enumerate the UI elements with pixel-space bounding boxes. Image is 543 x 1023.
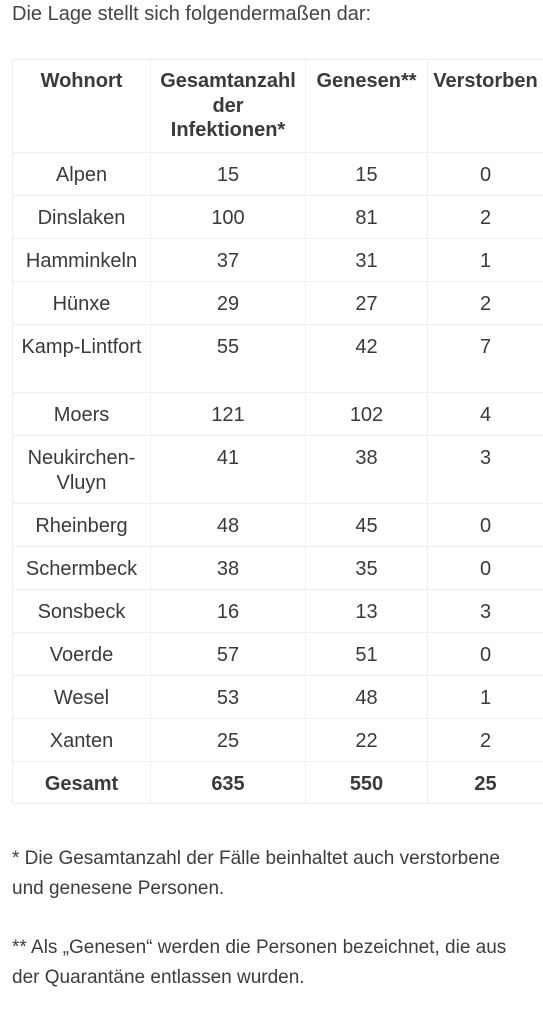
cell-genesen: 27 xyxy=(305,281,428,325)
cell-verstorben: 0 xyxy=(427,152,543,196)
cell-verstorben: 4 xyxy=(427,392,543,436)
cell-wohnort: Alpen xyxy=(12,152,151,196)
cell-gesamtanzahl: 121 xyxy=(150,392,306,436)
table-row: Rheinberg 48 45 0 xyxy=(12,503,543,547)
cell-wohnort: Kamp-Lintfort xyxy=(12,324,151,393)
total-label: Gesamt xyxy=(12,761,151,804)
cell-wohnort: Wesel xyxy=(12,675,151,719)
intro-text: Die Lage stellt sich folgendermaßen dar: xyxy=(12,3,372,25)
header-verstorben: Verstorben xyxy=(427,59,543,153)
cell-wohnort: Voerde xyxy=(12,632,151,676)
cell-gesamtanzahl: 53 xyxy=(150,675,306,719)
cell-wohnort: Sonsbeck xyxy=(12,589,151,633)
cell-verstorben: 1 xyxy=(427,238,543,282)
cell-gesamtanzahl: 55 xyxy=(150,324,306,393)
cell-verstorben: 3 xyxy=(427,435,543,504)
cell-verstorben: 7 xyxy=(427,324,543,393)
total-gesamtanzahl: 635 xyxy=(150,761,306,804)
cell-genesen: 31 xyxy=(305,238,428,282)
cell-genesen: 102 xyxy=(305,392,428,436)
footnote-gesamtanzahl: * Die Gesamtanzahl der Fälle beinhaltet … xyxy=(12,848,500,899)
cell-genesen: 81 xyxy=(305,195,428,239)
cell-verstorben: 1 xyxy=(427,675,543,719)
cell-gesamtanzahl: 29 xyxy=(150,281,306,325)
cell-genesen: 45 xyxy=(305,503,428,547)
cell-wohnort: Schermbeck xyxy=(12,546,151,590)
table-header-row: Wohnort Gesamtanzahl der Infektionen* Ge… xyxy=(12,59,543,153)
table-row: Wesel 53 48 1 xyxy=(12,675,543,719)
cell-wohnort: Dinslaken xyxy=(12,195,151,239)
cell-verstorben: 2 xyxy=(427,281,543,325)
cell-genesen: 13 xyxy=(305,589,428,633)
table-row: Xanten 25 22 2 xyxy=(12,718,543,762)
cell-genesen: 22 xyxy=(305,718,428,762)
table-row: Sonsbeck 16 13 3 xyxy=(12,589,543,633)
cell-gesamtanzahl: 37 xyxy=(150,238,306,282)
cell-wohnort: Neukirchen-Vluyn xyxy=(12,435,151,504)
table-row: Hamminkeln 37 31 1 xyxy=(12,238,543,282)
header-wohnort: Wohnort xyxy=(12,59,151,153)
total-verstorben: 25 xyxy=(427,761,543,804)
table-row: Alpen 15 15 0 xyxy=(12,152,543,196)
cell-verstorben: 3 xyxy=(427,589,543,633)
cell-wohnort: Hamminkeln xyxy=(12,238,151,282)
header-gesamtanzahl: Gesamtanzahl der Infektionen* xyxy=(150,59,306,153)
table-total-row: Gesamt 635 550 25 xyxy=(12,761,543,804)
cell-verstorben: 2 xyxy=(427,718,543,762)
table-row: Voerde 57 51 0 xyxy=(12,632,543,676)
cell-wohnort: Xanten xyxy=(12,718,151,762)
table-row: Dinslaken 100 81 2 xyxy=(12,195,543,239)
table-row: Kamp-Lintfort 55 42 7 xyxy=(12,324,543,393)
table-row: Schermbeck 38 35 0 xyxy=(12,546,543,590)
table-row: Hünxe 29 27 2 xyxy=(12,281,543,325)
cell-verstorben: 0 xyxy=(427,546,543,590)
infection-statistics-table: Wohnort Gesamtanzahl der Infektionen* Ge… xyxy=(12,59,543,804)
cell-gesamtanzahl: 16 xyxy=(150,589,306,633)
table-row: Neukirchen-Vluyn 41 38 3 xyxy=(12,435,543,504)
cell-genesen: 15 xyxy=(305,152,428,196)
cell-gesamtanzahl: 48 xyxy=(150,503,306,547)
cell-genesen: 38 xyxy=(305,435,428,504)
footnote-genesen: ** Als „Genesen“ werden die Personen bez… xyxy=(12,937,507,988)
cell-gesamtanzahl: 15 xyxy=(150,152,306,196)
cell-gesamtanzahl: 100 xyxy=(150,195,306,239)
cell-gesamtanzahl: 25 xyxy=(150,718,306,762)
cell-genesen: 51 xyxy=(305,632,428,676)
header-genesen: Genesen** xyxy=(305,59,428,153)
cell-genesen: 42 xyxy=(305,324,428,393)
cell-verstorben: 0 xyxy=(427,632,543,676)
cell-wohnort: Moers xyxy=(12,392,151,436)
cell-genesen: 48 xyxy=(305,675,428,719)
total-genesen: 550 xyxy=(305,761,428,804)
table-row: Moers 121 102 4 xyxy=(12,392,543,436)
cell-gesamtanzahl: 57 xyxy=(150,632,306,676)
cell-gesamtanzahl: 38 xyxy=(150,546,306,590)
cell-genesen: 35 xyxy=(305,546,428,590)
cell-gesamtanzahl: 41 xyxy=(150,435,306,504)
cell-verstorben: 0 xyxy=(427,503,543,547)
cell-wohnort: Rheinberg xyxy=(12,503,151,547)
cell-verstorben: 2 xyxy=(427,195,543,239)
cell-wohnort: Hünxe xyxy=(12,281,151,325)
